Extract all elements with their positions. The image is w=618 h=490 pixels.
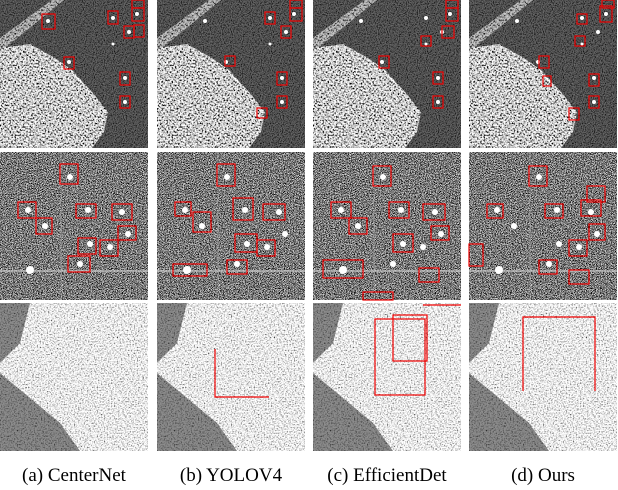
image-panel <box>468 152 617 300</box>
image-panel <box>157 0 305 148</box>
caption: (c) EfficientDet <box>327 465 447 486</box>
image-panel <box>313 303 461 451</box>
image-panel <box>0 303 148 451</box>
image-panel <box>313 0 461 148</box>
image-panel <box>157 303 305 451</box>
caption: (d) Ours <box>511 465 575 486</box>
image-panel <box>469 303 617 451</box>
caption: (b) YOLOV4 <box>180 465 283 486</box>
caption: (a) CenterNet <box>22 465 127 486</box>
image-panel <box>0 152 148 300</box>
image-panel <box>0 0 148 148</box>
image-panel <box>313 152 461 301</box>
image-panel <box>469 0 617 148</box>
image-panel <box>157 152 305 300</box>
